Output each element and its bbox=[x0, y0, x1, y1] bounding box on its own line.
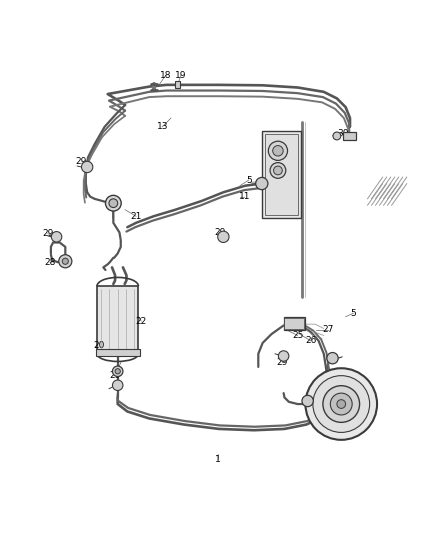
Circle shape bbox=[256, 177, 268, 190]
Circle shape bbox=[330, 393, 352, 415]
Bar bbox=[175, 82, 180, 88]
Text: 8: 8 bbox=[260, 177, 265, 186]
Circle shape bbox=[327, 352, 338, 364]
Bar bbox=[262, 131, 301, 219]
Text: 18: 18 bbox=[160, 71, 172, 80]
Circle shape bbox=[268, 141, 288, 160]
Text: 27: 27 bbox=[322, 325, 334, 334]
Text: 29: 29 bbox=[277, 358, 288, 367]
Circle shape bbox=[273, 146, 283, 156]
Bar bbox=[343, 132, 356, 140]
Text: 29: 29 bbox=[215, 228, 226, 237]
Circle shape bbox=[81, 161, 93, 173]
Circle shape bbox=[59, 255, 72, 268]
Circle shape bbox=[113, 380, 123, 391]
Text: 29: 29 bbox=[42, 229, 53, 238]
Circle shape bbox=[323, 386, 360, 422]
Text: 20: 20 bbox=[93, 342, 105, 351]
Text: 1: 1 bbox=[215, 455, 221, 464]
Text: 22: 22 bbox=[136, 317, 147, 326]
Text: 25: 25 bbox=[292, 331, 303, 340]
Circle shape bbox=[115, 369, 120, 374]
Text: 11: 11 bbox=[239, 192, 250, 201]
Bar bbox=[265, 134, 297, 215]
Text: 13: 13 bbox=[156, 122, 168, 131]
Circle shape bbox=[62, 258, 68, 264]
Bar bbox=[96, 349, 140, 356]
Circle shape bbox=[302, 395, 313, 407]
Circle shape bbox=[313, 376, 370, 432]
Circle shape bbox=[270, 163, 286, 179]
Circle shape bbox=[333, 132, 341, 140]
Text: 21: 21 bbox=[131, 212, 142, 221]
Circle shape bbox=[305, 368, 377, 440]
Text: 5: 5 bbox=[350, 309, 357, 318]
Circle shape bbox=[337, 400, 346, 408]
Text: 26: 26 bbox=[305, 336, 316, 345]
Text: 5: 5 bbox=[246, 175, 251, 184]
Circle shape bbox=[113, 366, 123, 376]
Circle shape bbox=[218, 231, 229, 243]
Circle shape bbox=[109, 199, 118, 207]
Text: 29: 29 bbox=[110, 371, 121, 380]
Text: 19: 19 bbox=[175, 71, 187, 80]
Circle shape bbox=[274, 166, 283, 175]
Text: 30: 30 bbox=[338, 129, 349, 138]
Bar bbox=[284, 317, 304, 330]
Circle shape bbox=[279, 351, 289, 361]
Text: 29: 29 bbox=[76, 157, 87, 166]
Circle shape bbox=[51, 231, 62, 242]
Text: 28: 28 bbox=[44, 257, 56, 266]
Bar bbox=[97, 286, 138, 354]
Circle shape bbox=[106, 195, 121, 211]
Bar bbox=[285, 318, 304, 329]
